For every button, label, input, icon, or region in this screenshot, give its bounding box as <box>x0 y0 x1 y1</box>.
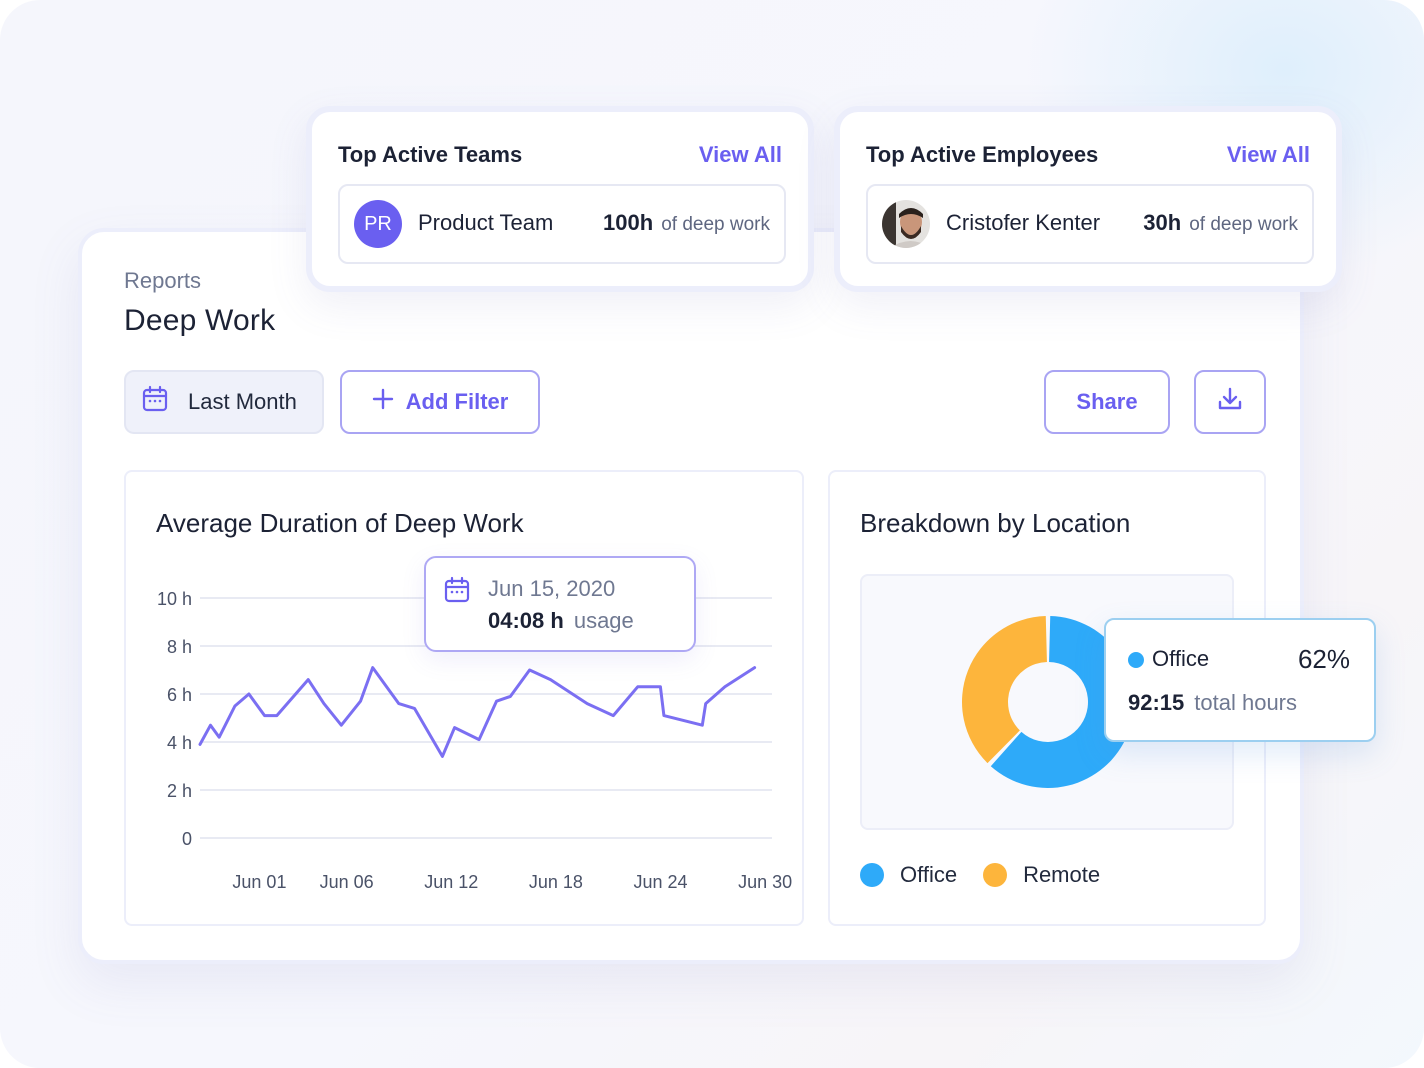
team-metric: 100h of deep work <box>603 210 770 236</box>
plus-icon <box>372 388 394 416</box>
legend-item-remote[interactable]: Remote <box>983 862 1100 888</box>
page-title: Deep Work <box>124 304 276 337</box>
y-tick-label: 6 h <box>167 685 192 705</box>
tooltip-value: 04:08 h <box>488 608 564 633</box>
series-line[interactable] <box>198 666 757 758</box>
employee-hours-unit: of deep work <box>1189 214 1298 235</box>
team-avatar: PR <box>354 200 402 248</box>
pie-chart-title: Breakdown by Location <box>860 508 1131 538</box>
team-hours-unit: of deep work <box>661 214 770 235</box>
y-tick-label: 4 h <box>167 733 192 753</box>
tooltip-percent: 62% <box>1297 644 1350 674</box>
team-hours: 100h <box>603 210 654 235</box>
top-active-employees-card: Top Active Employees View All Cristofer … <box>834 106 1342 292</box>
tooltip-hours-unit: total hours <box>1194 690 1298 715</box>
legend-dot-remote <box>983 863 1008 887</box>
download-icon <box>1217 386 1243 418</box>
add-filter-button[interactable]: Add Filter <box>340 370 540 434</box>
pie-chart <box>962 616 1134 788</box>
line-chart-title: Average Duration of Deep Work <box>156 508 524 538</box>
y-tick-label: 2 h <box>167 781 192 801</box>
tooltip-unit: usage <box>573 608 634 633</box>
employee-row[interactable]: Cristofer Kenter 30h of deep work <box>866 184 1314 264</box>
legend-dot-office <box>860 863 884 887</box>
line-chart-tooltip: Jun 15, 2020 04:08 h usage <box>424 556 696 652</box>
add-filter-label: Add Filter <box>405 389 509 414</box>
download-button[interactable] <box>1194 370 1266 434</box>
team-row[interactable]: PR Product Team 100h of deep work <box>338 184 786 264</box>
avatar <box>882 200 930 248</box>
teams-card-title: Top Active Teams <box>338 142 523 167</box>
y-tick-label: 0 <box>182 829 192 849</box>
pie-slice-remote[interactable] <box>962 616 1047 764</box>
legend-item-office[interactable]: Office <box>860 862 957 888</box>
employee-hours: 30h <box>1143 210 1182 235</box>
y-tick-label: 8 h <box>167 637 192 657</box>
employee-name: Cristofer Kenter <box>946 210 1101 235</box>
tooltip-value-row: 04:08 h usage <box>488 608 634 634</box>
tooltip-date: Jun 15, 2020 <box>488 576 616 601</box>
x-tick-label: Jun 12 <box>424 872 478 892</box>
legend-label-office: Office <box>900 862 958 887</box>
legend-label-remote: Remote <box>1023 862 1101 887</box>
y-tick-label: 10 h <box>157 589 192 609</box>
share-button[interactable]: Share <box>1044 370 1170 434</box>
breadcrumb: Reports <box>124 268 202 293</box>
employee-metric: 30h of deep work <box>1143 210 1298 236</box>
x-tick-label: Jun 18 <box>529 872 583 892</box>
x-tick-label: Jun 01 <box>232 872 286 892</box>
teams-view-all-link[interactable]: View All <box>698 142 782 167</box>
calendar-icon <box>142 385 168 419</box>
date-range-button[interactable]: Last Month <box>124 370 324 434</box>
employees-card-title: Top Active Employees <box>866 142 1099 167</box>
top-active-teams-card: Top Active Teams View All PR Product Tea… <box>306 106 814 292</box>
tooltip-office-dot <box>1128 652 1144 668</box>
tooltip-hours-row: 92:15 total hours <box>1128 690 1297 716</box>
pie-slice-office[interactable] <box>990 616 1134 788</box>
tooltip-hours: 92:15 <box>1128 690 1185 715</box>
pie-legend: Office Remote <box>860 862 1100 888</box>
calendar-icon <box>444 576 470 609</box>
deep-work-line-panel: Average Duration of Deep Work 10 h 8 h 6 h… <box>124 470 804 926</box>
x-tick-label: Jun 30 <box>738 872 792 892</box>
date-range-label: Last Month <box>188 389 297 414</box>
employees-view-all-link[interactable]: View All <box>1226 142 1310 167</box>
line-chart: 10 h 8 h 6 h 4 h 2 h 0 Jun 01 Jun 06 Jun 12 Jun 1… <box>157 589 792 892</box>
pie-chart-tooltip: Office 62% 92:15 total hours <box>1104 618 1376 742</box>
tooltip-label: Office <box>1152 646 1210 671</box>
reports-card: Reports Deep Work Last Month Add Filter … <box>78 228 1304 964</box>
share-label: Share <box>1076 389 1138 414</box>
x-tick-label: Jun 06 <box>320 872 374 892</box>
x-tick-label: Jun 24 <box>633 872 687 892</box>
team-name: Product Team <box>418 210 554 235</box>
